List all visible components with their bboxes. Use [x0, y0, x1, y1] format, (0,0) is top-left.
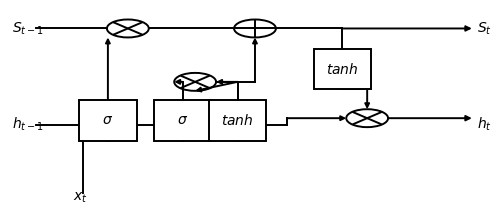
Text: $\sigma$: $\sigma$	[177, 113, 188, 127]
Bar	[79, 100, 136, 141]
Bar	[314, 49, 371, 89]
Bar	[209, 100, 266, 141]
Text: $x_t$: $x_t$	[73, 191, 88, 206]
Text: $h_t$: $h_t$	[477, 116, 492, 133]
Text: $\sigma$: $\sigma$	[102, 113, 114, 127]
Text: $h_{t-1}$: $h_{t-1}$	[12, 116, 44, 133]
Text: $tanh$: $tanh$	[221, 113, 254, 128]
Text: $S_{t-1}$: $S_{t-1}$	[12, 20, 44, 37]
Bar	[154, 100, 212, 141]
Text: $S_t$: $S_t$	[477, 20, 492, 37]
Text: $tanh$: $tanh$	[326, 61, 358, 77]
